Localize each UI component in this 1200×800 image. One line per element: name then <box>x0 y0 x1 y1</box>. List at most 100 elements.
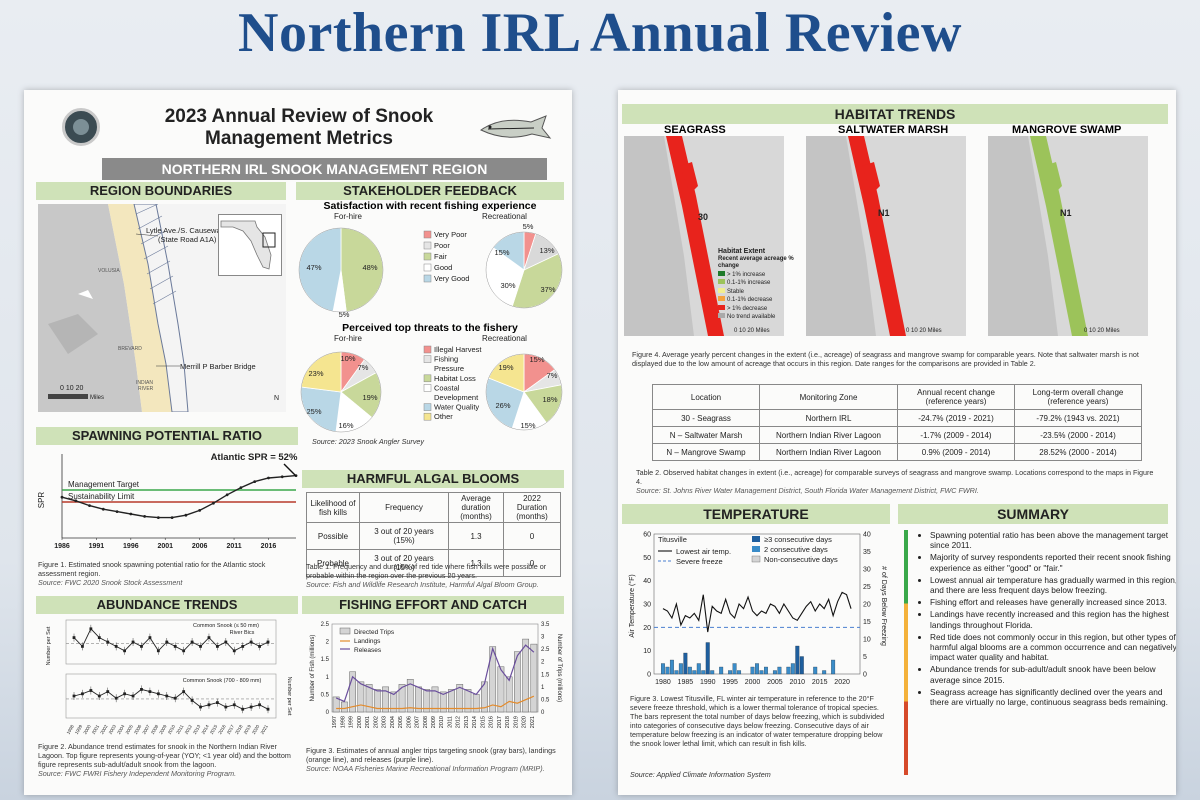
region-boundaries-heading: REGION BOUNDARIES <box>36 182 286 200</box>
region-map: 0 10 20 Miles VOLUSIA BREVARD INDIAN RIV… <box>38 204 286 412</box>
effort-caption-text: Figure 3. Estimates of annual angler tri… <box>306 746 556 764</box>
snook-fish-icon <box>480 115 552 139</box>
abund-bottom-point <box>258 703 261 707</box>
legend-item: No trend available <box>718 313 798 322</box>
legend-item: > 1% increase <box>718 270 798 280</box>
temp-y2tick: 15 <box>863 619 871 626</box>
sat-rec-outline <box>485 231 563 309</box>
effort-xtick: 2004 <box>390 716 396 728</box>
temp-xtick: 2010 <box>790 679 806 686</box>
temp-legend-text: Lowest air temp. <box>676 547 731 556</box>
temp-y2tick: 30 <box>863 567 871 574</box>
temp-caption: Figure 3. Lowest Titusville, FL winter a… <box>630 694 885 748</box>
abund-top-point <box>140 645 143 648</box>
abund-bottom-point <box>72 694 76 698</box>
thr-legend-swatch <box>423 355 432 363</box>
table-row: N – Mangrove Swamp Northern Indian River… <box>652 443 1142 461</box>
summary-item: Landings have recently increased and thi… <box>930 609 1176 629</box>
effort-xtick: 1997 <box>332 716 338 728</box>
abund-top-point <box>207 636 211 639</box>
sat-legend-swatch <box>423 241 432 250</box>
legend-item: Stable <box>718 287 798 297</box>
spr-series-line <box>61 474 297 519</box>
temp-legend-text: ≥3 consecutive days <box>764 535 832 544</box>
abund-bottom-point <box>114 696 118 700</box>
abund-xtick: 2007 <box>141 724 151 736</box>
table2-cell: Northern Indian River Lagoon <box>759 426 898 444</box>
abund-top-point <box>106 640 110 644</box>
abund-bottom-point <box>106 690 110 693</box>
abund-bottom-point <box>224 705 228 709</box>
threat-pies: 10%7%19%16%25%23%15%7%18%15%26%19%Illega… <box>300 345 563 433</box>
abund-xtick: 2017 <box>226 724 236 736</box>
stakeholder-source: Source: 2023 Snook Angler Survey <box>312 437 425 446</box>
temp-bar <box>786 666 791 675</box>
temp-legend-text: Non-consecutive days <box>764 555 838 564</box>
table2-cell: -23.5% (2000 - 2014) <box>1014 426 1142 444</box>
abund-bottom-point <box>266 707 270 711</box>
temp-ytick: 50 <box>643 555 651 562</box>
temp-bar <box>759 670 764 675</box>
table2-source: Source: St. Johns River Water Management… <box>636 486 979 495</box>
sat-legend-text: Poor <box>434 241 450 250</box>
map-scale-1: 0 10 20 Miles <box>734 328 770 334</box>
temp-bar <box>687 666 692 675</box>
left-poster: 2023 Annual Review of Snook Management M… <box>24 90 572 795</box>
thr-rec-label: 15% <box>529 355 544 364</box>
county-indian: INDIAN <box>136 380 153 386</box>
table2-cell: -79.2% (1943 vs. 2021) <box>1014 409 1142 427</box>
abund-bottom-point <box>97 694 101 698</box>
abund-top-point <box>199 645 202 648</box>
spr-ylabel: SPR <box>37 492 46 509</box>
effort-xtick: 2006 <box>406 716 412 728</box>
hab-cell: 0 <box>503 549 561 577</box>
effort-y2tick: 1 <box>541 685 545 691</box>
temp-xtick: 1995 <box>722 679 738 686</box>
abund-top-label: Common Snook (≤ 50 mm) <box>193 623 259 629</box>
abund-bottom-line <box>73 688 269 710</box>
effort-y2tick: 2 <box>541 660 545 666</box>
county-brevard: BREVARD <box>118 346 142 352</box>
legend-text: No trend available <box>727 314 776 320</box>
habitat-heading: HABITAT TRENDS <box>622 104 1168 124</box>
satisfaction-pies: 47% 48% 5% 5% 13% 37% 30% 15% Very Poor Poor Fair G… <box>298 222 563 319</box>
effort-line-landings <box>336 695 535 710</box>
legend-text: 0.1-1% increase <box>727 280 771 286</box>
temp-bar <box>772 670 777 675</box>
thr-forhire-label: 19% <box>362 393 377 402</box>
poster-title-line1: 2023 Annual Review of Snook <box>164 106 434 127</box>
abund-xtick: 2001 <box>91 724 101 736</box>
temp-y2tick: 35 <box>863 549 871 556</box>
temp-xtick: 1985 <box>678 679 694 686</box>
effort-ylabel: Number of Fish (millions) <box>310 635 316 702</box>
spr-heading: SPAWNING POTENTIAL RATIO <box>36 427 298 445</box>
abund-xtick: 2016 <box>217 724 227 736</box>
temp-y2label: # of Days Below Freezing <box>880 566 887 646</box>
sat-legend-text: Fair <box>434 252 447 261</box>
effort-legend-swatch <box>339 627 351 635</box>
abundance-caption: Figure 2. Abundance trend estimates for … <box>38 742 300 778</box>
spr-tick-label: 1991 <box>89 543 105 550</box>
forhire-label-1: For-hire <box>334 212 363 221</box>
fig4-caption: Figure 4. Average yearly percent changes… <box>632 350 1139 368</box>
effort-legend-text: Directed Trips <box>354 629 395 636</box>
effort-xtick: 2012 <box>456 716 462 728</box>
table2-th-0: Location <box>652 384 760 410</box>
spr-point <box>74 499 78 503</box>
effort-y2tick: 3 <box>541 635 545 641</box>
temperature-heading: TEMPERATURE <box>622 504 890 524</box>
effort-bar <box>373 689 381 713</box>
stakeholder-sub1: Satisfaction with recent fishing experie… <box>323 200 537 212</box>
sat-legend-swatch <box>423 274 432 283</box>
map-label-marsh: N1 <box>878 208 890 218</box>
effort-y2label: Number of Trips (millions) <box>556 634 562 702</box>
abund-ylabel-left: Number per Set <box>46 626 52 665</box>
temp-bar <box>732 663 737 675</box>
abund-bottom-point <box>207 703 211 707</box>
temp-legend-swatch <box>752 546 760 552</box>
sat-legend-swatch <box>423 263 432 272</box>
hab-th-3: 2022 Duration (months) <box>503 492 561 523</box>
abund-top-point <box>190 640 194 644</box>
temp-bar <box>764 666 768 675</box>
hab-cell: Possible <box>306 522 360 550</box>
